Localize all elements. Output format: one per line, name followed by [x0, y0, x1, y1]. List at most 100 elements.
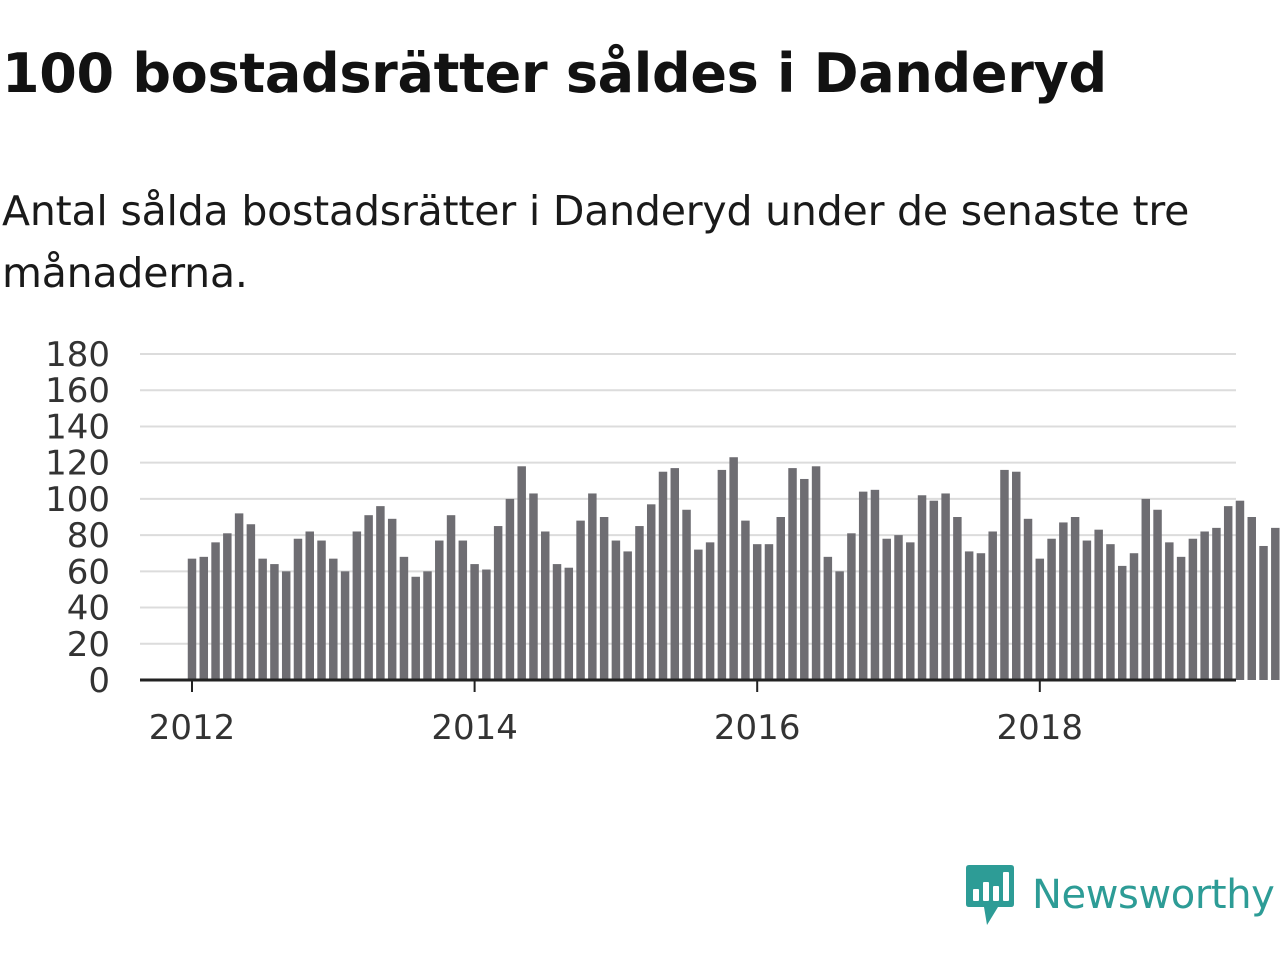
bar: [670, 468, 680, 680]
bar: [1235, 500, 1245, 680]
bar: [564, 567, 574, 680]
bar: [964, 551, 974, 680]
bar: [1247, 517, 1256, 680]
bar: [988, 531, 997, 680]
y-tick-label: 60: [67, 552, 110, 592]
bar: [929, 500, 939, 680]
bar: [281, 571, 291, 680]
bar: [340, 571, 350, 680]
bar: [658, 471, 668, 680]
y-tick-label: 100: [45, 480, 110, 520]
bar: [705, 542, 715, 680]
bar: [1153, 509, 1162, 680]
bar: [470, 564, 479, 680]
bar: [752, 544, 762, 680]
bar: [234, 513, 244, 680]
y-tick-label: 140: [45, 407, 110, 447]
chart-subtitle: Antal sålda bostadsrätter i Danderyd und…: [2, 187, 1190, 297]
bar: [458, 540, 468, 680]
bar: [387, 518, 397, 680]
bar: [541, 531, 550, 680]
bar: [635, 526, 644, 680]
bar: [223, 533, 232, 680]
bar: [517, 466, 526, 680]
bar: [694, 549, 703, 680]
x-tick-label: 2012: [149, 708, 236, 748]
bar: [823, 556, 833, 680]
bar: [976, 553, 986, 680]
bar: [552, 564, 562, 680]
bar: [1259, 545, 1268, 680]
bar: [482, 569, 491, 680]
bar: [246, 524, 256, 680]
bar: [435, 540, 444, 680]
bar: [788, 468, 797, 680]
bar: [1223, 506, 1233, 680]
bar: [1141, 498, 1151, 680]
y-tick-label: 80: [67, 516, 110, 556]
bar: [446, 515, 456, 680]
bar: [317, 540, 326, 680]
bar: [1047, 538, 1056, 680]
y-tick-label: 180: [45, 335, 110, 375]
bar: [1188, 538, 1198, 680]
bar: [211, 542, 220, 680]
bar: [717, 469, 727, 680]
bar: [1070, 517, 1080, 680]
bar: [329, 558, 338, 680]
bar: [1212, 527, 1221, 680]
chart-bars: [187, 457, 1280, 680]
bar: [729, 457, 738, 680]
bar: [764, 544, 774, 680]
bar: [941, 493, 950, 680]
bar: [847, 533, 856, 680]
newsworthy-logo-icon: [966, 865, 1014, 925]
bar: [376, 506, 385, 680]
bar: [1082, 540, 1092, 680]
y-tick-label: 20: [67, 625, 110, 665]
y-tick-label: 160: [45, 371, 110, 411]
bar: [187, 558, 197, 680]
brand-logo: Newsworthy: [964, 864, 1275, 926]
bar: [953, 517, 962, 680]
bar: [599, 517, 609, 680]
bar: [870, 489, 880, 680]
bar: [1271, 527, 1280, 680]
bar: [646, 504, 656, 680]
bar: [270, 564, 279, 680]
bar: [493, 526, 503, 680]
bar: [1059, 522, 1068, 680]
bar: [811, 466, 821, 680]
bar: [906, 542, 915, 680]
x-tick-label: 2016: [714, 708, 801, 748]
bar: [199, 556, 209, 680]
x-tick-label: 2018: [997, 708, 1084, 748]
bar: [352, 531, 362, 680]
bar: [305, 531, 314, 680]
bar: [1106, 544, 1115, 680]
bar: [611, 540, 621, 680]
bar: [917, 495, 927, 680]
bar: [858, 491, 868, 680]
y-tick-label: 40: [67, 589, 110, 629]
bar: [293, 538, 303, 680]
y-tick-label: 120: [45, 444, 110, 484]
bar: [741, 520, 750, 680]
bar: [1012, 471, 1021, 680]
bar: [682, 509, 691, 680]
bar: [1035, 558, 1045, 680]
bar: [776, 517, 785, 680]
bar: [1117, 565, 1127, 680]
bar: [588, 493, 597, 680]
bar: [576, 520, 585, 680]
bar: [529, 493, 538, 680]
bar: [894, 535, 903, 680]
chart-title: 100 bostadsrätter såldes i Danderyd: [2, 42, 1107, 105]
bar: [1094, 529, 1103, 680]
brand-name: Newsworthy: [1032, 872, 1275, 918]
bar: [835, 571, 844, 680]
x-axis: 20122014201620182020202220242026: [140, 678, 1280, 748]
bar: [258, 558, 267, 680]
